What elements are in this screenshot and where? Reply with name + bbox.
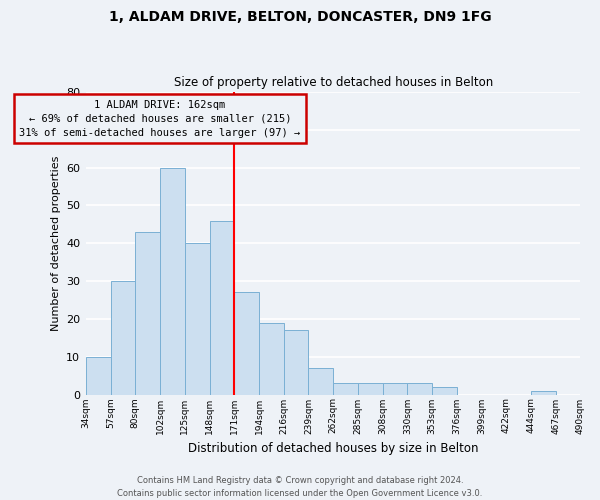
Bar xyxy=(185,244,209,394)
X-axis label: Distribution of detached houses by size in Belton: Distribution of detached houses by size … xyxy=(188,442,478,455)
Bar xyxy=(136,232,160,394)
Title: Size of property relative to detached houses in Belton: Size of property relative to detached ho… xyxy=(173,76,493,90)
Bar xyxy=(234,292,259,394)
Bar xyxy=(284,330,308,394)
Bar xyxy=(358,383,383,394)
Bar xyxy=(160,168,185,394)
Bar xyxy=(308,368,333,394)
Bar xyxy=(110,281,136,394)
Text: Contains HM Land Registry data © Crown copyright and database right 2024.
Contai: Contains HM Land Registry data © Crown c… xyxy=(118,476,482,498)
Bar xyxy=(407,383,432,394)
Text: 1, ALDAM DRIVE, BELTON, DONCASTER, DN9 1FG: 1, ALDAM DRIVE, BELTON, DONCASTER, DN9 1… xyxy=(109,10,491,24)
Text: 1 ALDAM DRIVE: 162sqm
← 69% of detached houses are smaller (215)
31% of semi-det: 1 ALDAM DRIVE: 162sqm ← 69% of detached … xyxy=(19,100,301,138)
Bar xyxy=(432,387,457,394)
Bar xyxy=(259,322,284,394)
Bar xyxy=(531,390,556,394)
Bar xyxy=(333,383,358,394)
Y-axis label: Number of detached properties: Number of detached properties xyxy=(50,156,61,331)
Bar xyxy=(86,356,110,395)
Bar xyxy=(383,383,407,394)
Bar xyxy=(209,220,234,394)
